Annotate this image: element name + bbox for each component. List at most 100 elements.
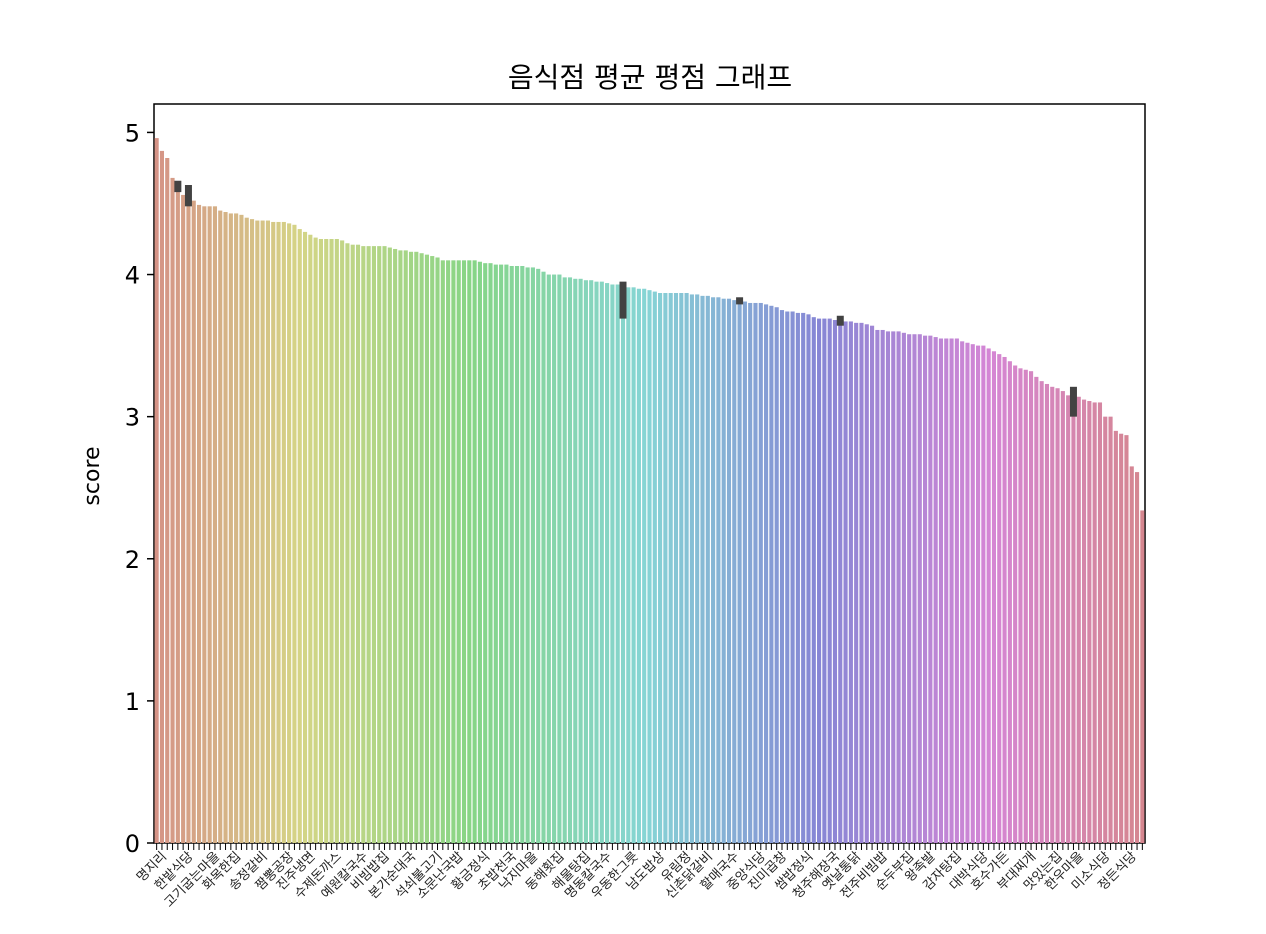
bar [689,294,694,843]
bar [234,213,239,843]
bar [292,224,297,844]
bar [467,260,472,844]
bar [938,338,944,843]
bar [933,337,938,843]
bar [758,302,763,844]
bar [854,322,859,843]
bar [159,150,165,843]
bar [658,293,663,843]
bar [281,221,286,843]
bar [329,239,334,843]
bar [525,267,530,843]
bar [742,301,747,843]
bar [981,345,986,843]
bar [297,229,302,843]
bar [726,298,732,843]
bar [414,251,419,844]
bar [1002,356,1007,843]
bar [355,244,361,843]
bar [1097,402,1103,843]
bar [795,312,800,843]
bar [832,320,838,843]
bar [1028,371,1034,843]
bar [509,266,514,843]
bar [822,318,827,844]
bar [923,335,928,843]
bar [313,237,318,844]
bar [594,281,599,843]
error-bar [619,281,627,319]
bar [408,251,414,844]
bar [636,288,641,843]
y-tick-label: 3 [125,404,140,432]
bar [1081,399,1087,843]
bar [1018,368,1023,843]
bar [1044,383,1050,843]
bar [875,329,880,844]
error-bar [174,180,182,193]
bar [986,348,991,843]
bar [181,194,186,843]
bar [308,234,313,843]
error-bar [836,315,844,326]
bar [1023,369,1028,843]
bar [965,342,970,843]
bar [191,200,196,843]
bar [1060,391,1065,843]
bar [848,321,853,843]
bar [499,264,504,844]
bar [504,264,509,844]
bar [647,290,652,843]
bar [456,260,461,844]
chart-title: 음식점 평균 평점 그래프 [508,61,792,94]
bar [605,283,610,843]
bar [1129,466,1134,843]
bar [583,280,588,844]
bar [684,293,689,843]
bar [711,297,716,843]
bar [827,318,832,844]
bar [901,332,906,843]
bar [732,300,737,843]
bar [779,310,785,843]
bar [1066,395,1071,843]
bar [1113,430,1118,843]
bar [748,302,753,844]
bar [578,278,583,843]
bar [806,314,811,844]
bar [774,307,779,844]
bar [1007,361,1012,843]
bar [700,295,705,843]
y-tick-label: 5 [125,119,140,147]
bar [695,294,700,843]
bar [589,280,594,844]
bar [976,345,981,843]
bar [1013,365,1018,843]
bar [811,317,816,843]
bar [753,302,758,844]
bar [1119,433,1124,843]
bar [769,305,774,843]
bar [891,331,896,843]
bar [817,318,822,844]
bar [451,260,456,844]
bar [880,329,885,844]
bar [461,260,467,844]
bar [652,291,657,844]
bar [366,246,371,843]
bar [1039,381,1044,844]
y-axis-label: score [80,446,105,505]
bar [642,288,647,843]
bar [610,284,615,843]
bar [631,287,636,844]
error-bar [184,185,192,207]
bar [371,246,376,843]
bar [573,278,578,843]
bar [1103,416,1108,843]
bar [218,210,223,844]
bar [212,206,218,843]
bar [960,341,965,843]
bar [917,334,922,843]
bar [530,267,535,843]
bar [435,257,440,844]
